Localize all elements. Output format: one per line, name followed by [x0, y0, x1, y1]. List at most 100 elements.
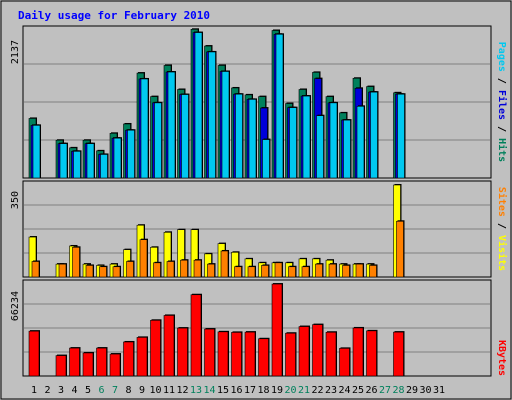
bar-pages-day-26	[370, 91, 378, 179]
legend-sites-visits-separator: /	[496, 217, 507, 235]
bar-pages-day-13	[194, 32, 203, 179]
bar-sites-day-15	[220, 250, 229, 278]
x-tick-label-18: 18	[257, 385, 269, 396]
bar-sites-day-24	[342, 265, 350, 278]
bar-sites-day-7	[112, 266, 121, 278]
bar-pages-day-11	[167, 71, 176, 179]
bar-kbytes-day-10	[150, 320, 161, 377]
bar-sites-day-14	[207, 263, 215, 278]
bar-sites-day-5	[85, 265, 94, 278]
bar-pages-day-7	[113, 137, 122, 179]
bar-pages-day-18	[262, 139, 270, 179]
bar-kbytes-day-4	[69, 347, 80, 377]
bar-pages-day-21	[302, 95, 311, 179]
x-tick-label-14: 14	[203, 385, 215, 396]
bar-kbytes-day-18	[258, 338, 269, 377]
bar-kbytes-day-22	[312, 324, 323, 377]
panel2-ymax-label: 350	[10, 191, 21, 209]
x-tick-label-23: 23	[325, 385, 337, 396]
x-tick-label-25: 25	[352, 385, 364, 396]
bar-pages-day-22	[316, 115, 324, 179]
x-tick-label-4: 4	[71, 385, 77, 396]
bar-sites-day-19	[274, 262, 283, 278]
x-tick-label-9: 9	[139, 385, 145, 396]
bar-pages-day-24	[343, 119, 351, 179]
x-tick-label-15: 15	[217, 385, 229, 396]
x-tick-label-2: 2	[44, 385, 50, 396]
x-tick-label-22: 22	[311, 385, 323, 396]
x-tick-label-21: 21	[298, 385, 310, 396]
bar-sites-day-8	[126, 261, 134, 278]
legend-sites-visits: Sites / Visits	[496, 187, 508, 271]
bar-pages-day-16	[235, 93, 243, 179]
bar-pages-day-12	[181, 94, 189, 179]
bar-pages-day-20	[289, 107, 297, 179]
bar-pages-day-23	[329, 102, 338, 179]
legend-kbytes-part: KBytes	[496, 340, 507, 376]
legend-pages-files-hits-separator: /	[496, 72, 507, 90]
x-tick-label-31: 31	[433, 385, 445, 396]
bar-sites-day-13	[193, 259, 202, 278]
bar-pages-day-6	[100, 154, 108, 179]
legend-pages-files-hits: Pages / Files / Hits	[496, 42, 508, 162]
bar-sites-day-20	[288, 266, 296, 278]
x-tick-label-24: 24	[338, 385, 350, 396]
legend-pages-files-hits-part: Pages	[496, 42, 507, 72]
bar-kbytes-day-8	[123, 341, 134, 377]
bar-sites-day-16	[234, 266, 242, 278]
bar-pages-day-1	[32, 125, 41, 179]
x-tick-label-1: 1	[31, 385, 37, 396]
legend-kbytes: KBytes	[496, 340, 507, 376]
bar-sites-day-3	[58, 263, 67, 278]
bar-kbytes-day-6	[96, 347, 107, 377]
bar-kbytes-day-17	[244, 331, 256, 377]
bar-kbytes-day-11	[163, 315, 175, 377]
bar-pages-day-28	[397, 93, 405, 179]
bar-pages-day-15	[221, 71, 230, 179]
bar-kbytes-day-23	[325, 331, 337, 377]
panel1-ymax-label: 2137	[10, 40, 21, 64]
bar-sites-day-25	[355, 263, 364, 278]
bar-sites-day-4	[72, 246, 80, 278]
bar-kbytes-day-28	[393, 331, 404, 377]
legend-sites-visits-part: Visits	[496, 235, 508, 271]
bar-kbytes-day-14	[204, 328, 215, 377]
bar-pages-day-19	[275, 33, 284, 179]
x-tick-label-27: 27	[379, 385, 391, 396]
bar-sites-day-26	[369, 265, 377, 278]
bar-sites-day-9	[139, 239, 148, 278]
x-tick-label-28: 28	[392, 385, 404, 396]
bar-pages-day-3	[59, 143, 68, 179]
x-tick-label-3: 3	[58, 385, 64, 396]
x-tick-label-20: 20	[284, 385, 296, 396]
bar-sites-day-12	[180, 259, 188, 278]
x-tick-label-10: 10	[149, 385, 161, 396]
bar-pages-day-10	[154, 102, 162, 179]
bar-kbytes-day-1	[28, 330, 40, 377]
bar-kbytes-day-13	[190, 294, 202, 377]
x-tick-label-12: 12	[176, 385, 188, 396]
bar-kbytes-day-5	[82, 352, 94, 377]
x-tick-label-7: 7	[112, 385, 118, 396]
bar-kbytes-day-19	[271, 283, 283, 377]
x-tick-label-19: 19	[271, 385, 283, 396]
panel3-ymax-label: 66234	[10, 291, 21, 321]
bar-sites-day-21	[301, 266, 310, 278]
chart-title: Daily usage for February 2010	[18, 9, 210, 22]
bar-sites-day-6	[99, 266, 107, 278]
bar-sites-day-18	[261, 265, 269, 278]
bar-sites-day-11	[166, 261, 175, 278]
bar-pages-day-17	[248, 99, 257, 179]
bar-kbytes-day-9	[136, 337, 148, 377]
bar-kbytes-day-15	[217, 331, 229, 377]
x-tick-label-11: 11	[163, 385, 175, 396]
x-tick-label-6: 6	[98, 385, 104, 396]
legend-pages-files-hits-part: Hits	[496, 138, 508, 162]
bar-sites-day-28	[396, 220, 404, 278]
bar-kbytes-day-12	[177, 327, 188, 377]
bar-sites-day-22	[315, 263, 323, 278]
bar-kbytes-day-26	[366, 330, 377, 377]
legend-pages-files-hits-separator: /	[496, 120, 507, 138]
bar-kbytes-day-3	[55, 355, 67, 377]
